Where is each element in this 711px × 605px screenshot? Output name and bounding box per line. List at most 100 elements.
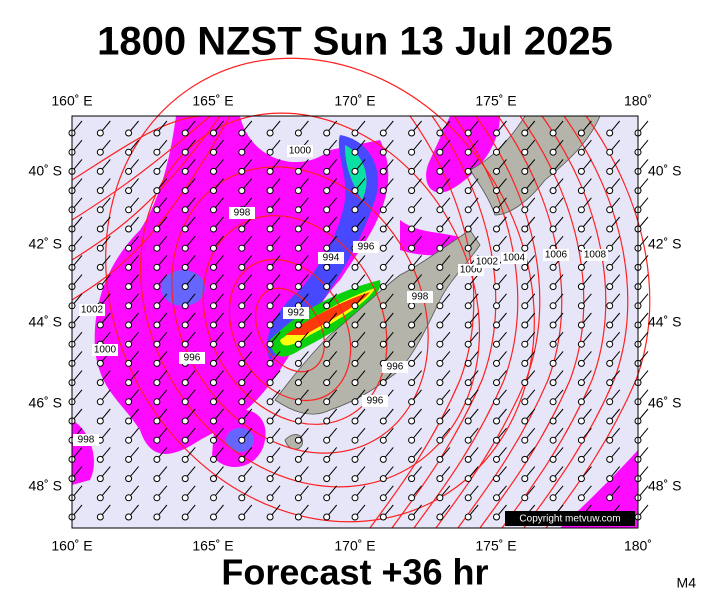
station <box>436 475 444 483</box>
station <box>549 283 557 291</box>
station <box>153 379 161 387</box>
station <box>379 167 387 175</box>
station <box>210 494 217 502</box>
station <box>606 244 614 252</box>
station <box>351 283 359 291</box>
station <box>521 187 529 195</box>
station <box>266 455 274 463</box>
station <box>266 417 274 425</box>
isobar <box>545 115 651 529</box>
station <box>96 225 104 233</box>
station <box>266 302 274 310</box>
station <box>577 321 585 329</box>
station <box>436 283 444 291</box>
station <box>323 359 331 367</box>
station <box>606 321 614 329</box>
station <box>210 513 217 521</box>
station <box>294 129 302 137</box>
station <box>181 417 189 425</box>
station <box>153 513 161 521</box>
station <box>577 340 585 348</box>
isobar <box>479 115 585 529</box>
station <box>266 206 274 214</box>
station <box>351 340 359 348</box>
station <box>181 398 189 406</box>
station <box>436 417 444 425</box>
station <box>493 225 500 233</box>
station <box>238 398 246 406</box>
station <box>606 379 614 387</box>
station <box>464 129 472 137</box>
station <box>464 379 472 387</box>
station <box>408 244 416 252</box>
station <box>464 398 472 406</box>
isobar <box>391 115 497 529</box>
station <box>323 436 331 444</box>
station <box>408 148 416 156</box>
station <box>238 340 246 348</box>
copyright-box <box>505 511 635 526</box>
isobar-label: 1002 <box>81 305 104 316</box>
station <box>521 379 529 387</box>
station <box>493 187 500 195</box>
station <box>464 206 472 214</box>
station <box>266 359 274 367</box>
station <box>408 187 416 195</box>
station <box>96 148 104 156</box>
station <box>323 455 331 463</box>
station <box>549 148 557 156</box>
station <box>181 225 189 233</box>
station <box>294 187 302 195</box>
station <box>464 302 472 310</box>
station <box>210 436 217 444</box>
station <box>379 436 387 444</box>
station <box>493 398 500 406</box>
station <box>549 129 557 137</box>
station <box>294 263 302 271</box>
station <box>266 321 274 329</box>
station <box>323 167 331 175</box>
station <box>238 187 246 195</box>
station <box>266 129 274 137</box>
longitude-label: 170˚ E <box>334 93 375 109</box>
station <box>125 494 133 502</box>
station <box>493 244 500 252</box>
station <box>96 417 104 425</box>
station <box>493 148 500 156</box>
station <box>436 263 444 271</box>
station <box>125 513 133 521</box>
isobar <box>71 115 221 261</box>
station <box>606 455 614 463</box>
station <box>323 206 331 214</box>
station <box>464 455 472 463</box>
latitude-label: 48˚ S <box>648 478 681 494</box>
station <box>521 494 529 502</box>
station <box>210 129 217 137</box>
isobar <box>228 258 352 402</box>
station <box>436 129 444 137</box>
station <box>606 167 614 175</box>
model-label: M4 <box>677 575 697 591</box>
station <box>379 321 387 329</box>
station <box>549 225 557 233</box>
isobar <box>523 115 629 529</box>
station <box>125 436 133 444</box>
station <box>294 283 302 291</box>
station <box>125 302 133 310</box>
station <box>379 129 387 137</box>
station <box>181 148 189 156</box>
station <box>266 494 274 502</box>
station <box>323 475 331 483</box>
isobar-label-bg <box>382 361 408 373</box>
latitude-label: 40˚ S <box>29 163 62 179</box>
station <box>351 206 359 214</box>
north-island <box>469 115 601 216</box>
station <box>436 340 444 348</box>
isobar-label: 996 <box>358 242 375 253</box>
station <box>436 244 444 252</box>
station <box>323 417 331 425</box>
station <box>549 263 557 271</box>
station <box>125 263 133 271</box>
station <box>493 359 500 367</box>
station <box>294 321 302 329</box>
